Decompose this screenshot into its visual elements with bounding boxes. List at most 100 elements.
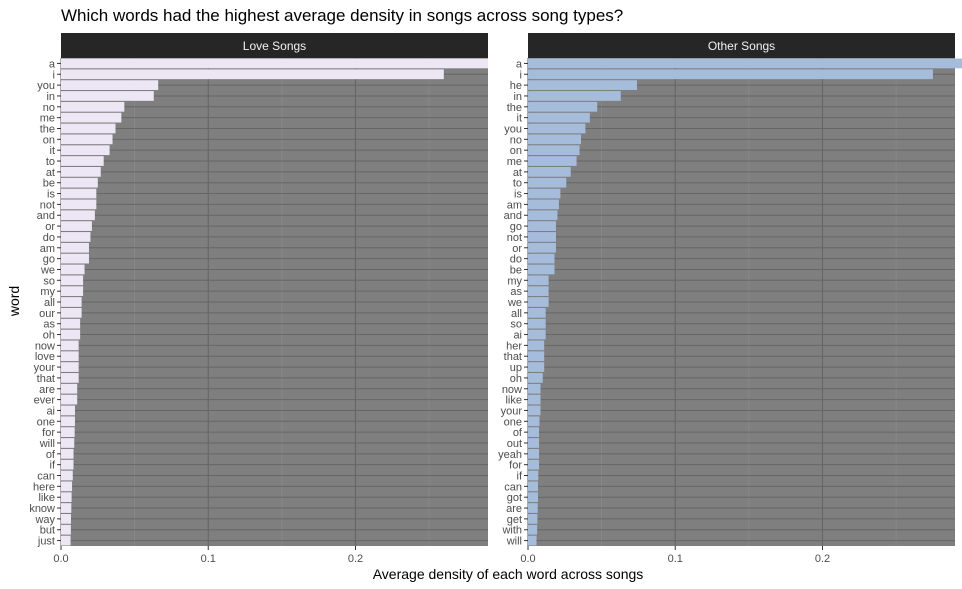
- y-tick-label: i: [520, 69, 522, 81]
- y-tick-label: my: [40, 286, 55, 298]
- bar-me: [61, 112, 122, 123]
- y-tick-label: you: [504, 123, 522, 135]
- bar-here: [61, 481, 73, 492]
- y-tick-label: ai: [46, 405, 55, 417]
- y-tick-label: you: [37, 80, 55, 92]
- y-tick-label: and: [504, 210, 522, 222]
- bar-know: [61, 503, 72, 513]
- y-tick-label: way: [34, 514, 55, 526]
- y-tick-label: that: [504, 351, 522, 363]
- facet-strip: [61, 33, 488, 58]
- bar-your: [61, 362, 79, 372]
- y-tick-label: of: [46, 449, 56, 461]
- x-tick-label: 0.2: [815, 553, 830, 565]
- bar-but: [61, 524, 71, 535]
- y-tick-label: no: [510, 134, 522, 146]
- bar-or: [61, 221, 92, 231]
- y-tick-label: at: [46, 167, 55, 179]
- y-tick-label: out: [507, 438, 522, 450]
- bar-do: [61, 232, 91, 242]
- y-tick-label: know: [29, 503, 55, 515]
- bar-for: [61, 427, 75, 438]
- y-tick-label: just: [37, 536, 55, 548]
- bar-yeah: [528, 448, 540, 459]
- bar-so: [61, 275, 84, 286]
- bar-all: [528, 307, 546, 318]
- y-tick-label: am: [507, 199, 522, 211]
- y-tick-label: or: [45, 221, 55, 233]
- y-tick-label: go: [510, 221, 522, 233]
- bar-way: [61, 514, 72, 524]
- y-tick-label: yeah: [498, 449, 522, 461]
- y-tick-label: the: [507, 102, 522, 114]
- y-tick-label: are: [39, 384, 55, 396]
- y-tick-label: if: [517, 471, 523, 483]
- y-tick-label: in: [513, 91, 522, 103]
- bar-am: [528, 199, 559, 210]
- y-tick-label: now: [35, 340, 55, 352]
- bar-oh: [528, 373, 543, 383]
- bar-of: [528, 427, 540, 438]
- bar-with: [528, 524, 538, 535]
- bar-to: [528, 177, 567, 188]
- y-tick-label: but: [40, 525, 55, 537]
- bar-got: [528, 492, 539, 503]
- y-tick-label: for: [509, 460, 522, 472]
- bar-to: [61, 156, 104, 166]
- facet-strip-label: Other Songs: [708, 39, 775, 53]
- y-tick-label: no: [43, 102, 55, 114]
- bar-will: [61, 438, 75, 448]
- bar-as: [528, 286, 549, 297]
- y-tick-label: for: [42, 427, 55, 439]
- panel-0: aiyouinnometheonittoatbeisnotandordoamgo…: [29, 33, 488, 565]
- bar-no: [528, 134, 582, 145]
- bar-be: [61, 177, 98, 188]
- y-tick-label: our: [39, 308, 55, 320]
- bar-my: [528, 275, 549, 286]
- bar-is: [528, 188, 561, 199]
- bar-can: [61, 470, 73, 481]
- bar-in: [528, 91, 621, 101]
- bar-in: [61, 91, 154, 101]
- y-tick-label: do: [510, 254, 522, 266]
- y-tick-label: can: [37, 471, 55, 483]
- y-tick-label: oh: [43, 330, 55, 342]
- y-tick-label: is: [47, 189, 55, 201]
- bar-just: [61, 535, 71, 546]
- bar-and: [528, 210, 558, 221]
- y-tick-label: like: [505, 395, 522, 407]
- y-tick-label: of: [513, 427, 523, 439]
- y-tick-label: oh: [510, 373, 522, 385]
- bar-it: [61, 145, 110, 156]
- bar-you: [528, 123, 586, 134]
- bar-not: [528, 232, 556, 242]
- y-tick-label: are: [506, 503, 522, 515]
- y-tick-label: now: [502, 384, 522, 396]
- bar-one: [61, 416, 75, 427]
- y-tick-label: up: [510, 362, 522, 374]
- y-tick-label: love: [35, 351, 55, 363]
- y-tick-label: do: [43, 232, 55, 244]
- bar-for: [528, 459, 540, 470]
- y-tick-label: am: [40, 243, 55, 255]
- bar-so: [528, 318, 546, 329]
- y-tick-label: it: [517, 113, 523, 125]
- x-axis-title: Average density of each word across song…: [373, 566, 644, 582]
- y-tick-label: on: [43, 134, 55, 146]
- bar-if: [61, 459, 74, 470]
- y-tick-label: and: [37, 210, 55, 222]
- bar-we: [528, 297, 549, 307]
- bar-ai: [61, 405, 75, 416]
- bar-am: [61, 242, 89, 253]
- y-tick-label: ai: [513, 330, 522, 342]
- y-tick-label: i: [53, 69, 55, 81]
- y-tick-label: with: [501, 525, 522, 537]
- y-tick-label: a: [49, 58, 56, 70]
- bar-at: [61, 166, 101, 177]
- y-tick-label: my: [507, 275, 522, 287]
- y-tick-label: all: [44, 297, 55, 309]
- y-tick-label: will: [506, 536, 522, 548]
- bar-a: [528, 58, 962, 69]
- y-tick-label: get: [507, 514, 522, 526]
